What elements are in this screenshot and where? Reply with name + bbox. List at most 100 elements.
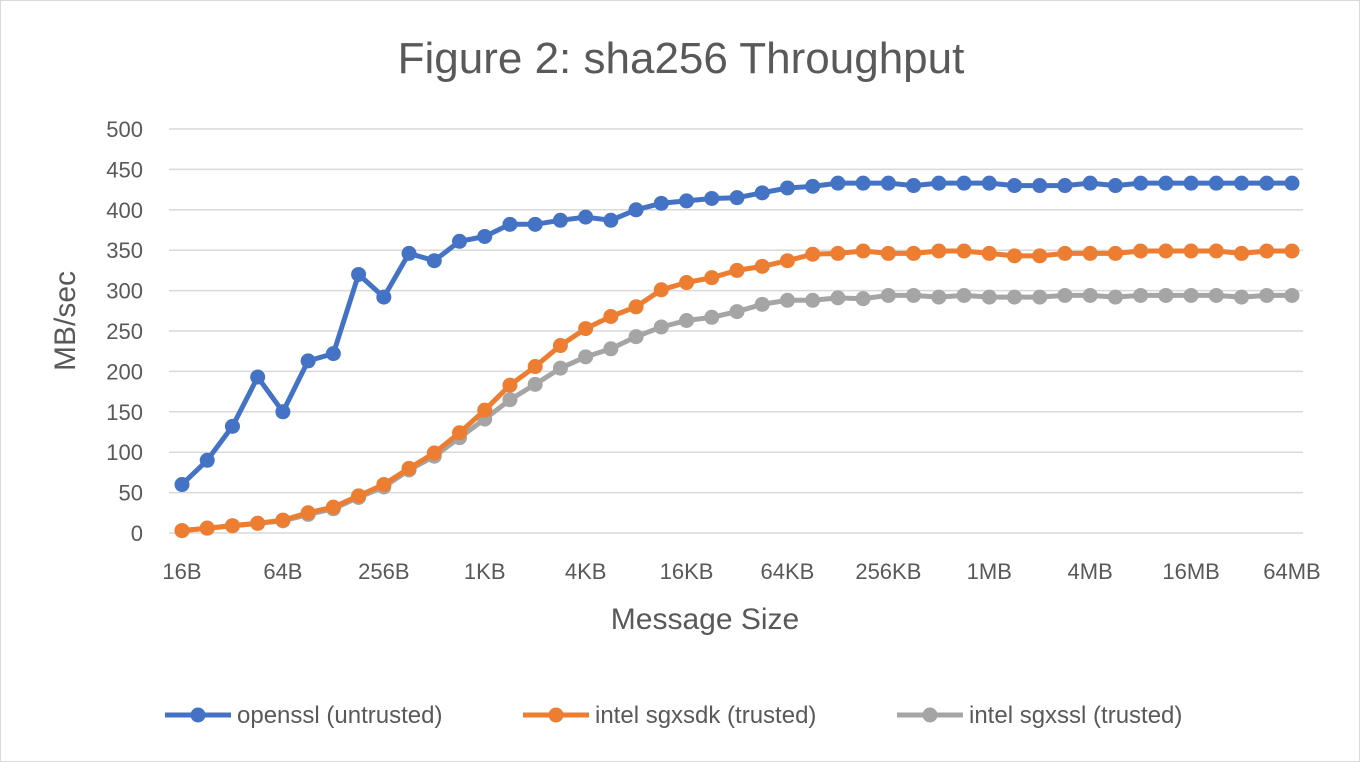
data-point (1007, 248, 1022, 264)
data-point (1284, 243, 1300, 259)
data-point (855, 291, 871, 307)
y-tick-label: 0 (131, 521, 143, 546)
data-point (603, 212, 619, 228)
data-point (199, 452, 215, 468)
y-axis-label: MB/sec (49, 271, 82, 371)
data-point (628, 299, 644, 315)
data-point (275, 512, 291, 528)
data-point (1158, 287, 1174, 303)
data-point (679, 275, 695, 291)
data-point (981, 245, 997, 261)
y-axis-ticks: 0 50 100 150 200 250 300 350 400 450 500 (106, 117, 143, 546)
data-point (1133, 287, 1149, 303)
data-point (830, 175, 846, 191)
data-point (679, 193, 695, 209)
data-point (981, 175, 997, 191)
data-point (603, 341, 619, 357)
data-point (578, 209, 594, 225)
y-tick-label: 400 (106, 198, 143, 223)
data-point (502, 392, 518, 408)
data-point (401, 245, 417, 261)
data-point (956, 243, 972, 259)
data-point (401, 460, 417, 476)
data-point (552, 360, 568, 376)
x-tick-label: 64MB (1263, 559, 1320, 584)
data-point (704, 309, 720, 325)
y-tick-label: 300 (106, 279, 143, 304)
legend-swatch-marker (922, 707, 938, 723)
data-point (805, 178, 821, 194)
data-point (552, 212, 568, 228)
y-tick-label: 150 (106, 400, 143, 425)
data-point (275, 404, 291, 420)
legend-swatch-marker (190, 707, 206, 723)
data-point (325, 346, 341, 362)
data-point (754, 296, 770, 312)
data-point (1107, 245, 1123, 261)
x-tick-label: 1MB (967, 559, 1012, 584)
data-point (1007, 178, 1022, 194)
data-point (729, 190, 745, 206)
data-point (1032, 289, 1048, 305)
data-point (452, 233, 467, 249)
data-point (981, 289, 997, 305)
data-point (805, 292, 821, 308)
data-point (628, 329, 644, 345)
data-point (830, 245, 846, 261)
x-tick-label: 256B (358, 559, 409, 584)
data-point (1082, 245, 1098, 261)
data-point (880, 287, 896, 303)
data-point (779, 180, 795, 196)
data-point (527, 216, 543, 232)
x-axis-ticks: 16B 64B 256B 1KB 4KB 16KB 64KB 256KB 1MB 4MB 16MB 6… (162, 559, 1320, 584)
data-point (578, 321, 594, 337)
x-axis-label: Message Size (611, 603, 799, 636)
data-point (1208, 243, 1224, 259)
legend-label: intel sgxsdk (trusted) (595, 702, 816, 729)
data-point (325, 499, 341, 515)
x-tick-label: 16MB (1162, 559, 1219, 584)
data-point (426, 253, 442, 269)
data-point (653, 319, 669, 335)
chart-title: Figure 2: sha256 Throughput (398, 34, 965, 83)
y-tick-label: 250 (106, 319, 143, 344)
data-point (931, 243, 947, 259)
data-point (704, 270, 720, 286)
series-intel-sgxsdk-trusted (174, 243, 1300, 539)
data-point (376, 477, 392, 493)
data-point (1208, 287, 1224, 303)
data-point (552, 338, 568, 354)
data-point (1208, 175, 1224, 191)
data-point (502, 216, 518, 232)
data-point (224, 418, 240, 434)
data-point (250, 515, 266, 531)
data-point (1133, 243, 1149, 259)
data-point (250, 369, 266, 385)
data-point (578, 349, 594, 365)
data-point (906, 287, 922, 303)
data-point (830, 290, 846, 306)
data-point (1183, 243, 1199, 259)
data-point (679, 312, 695, 328)
data-point (931, 289, 947, 305)
data-point (1259, 243, 1275, 259)
data-point (779, 292, 795, 308)
data-point (1183, 287, 1199, 303)
data-point (1259, 287, 1275, 303)
data-point (1057, 245, 1073, 261)
data-point (1007, 289, 1022, 305)
data-point (906, 178, 922, 194)
legend-swatch-marker (548, 707, 564, 723)
data-point (1158, 243, 1174, 259)
data-point (754, 185, 770, 201)
legend-entry: openssl (untrusted) (165, 702, 442, 729)
data-point (805, 246, 821, 262)
data-point (527, 376, 543, 392)
data-point (1082, 175, 1098, 191)
data-point (452, 425, 467, 441)
legend-label: intel sgxssl (trusted) (969, 702, 1182, 729)
data-point (351, 266, 367, 282)
y-tick-label: 100 (106, 440, 143, 465)
data-point (729, 262, 745, 278)
